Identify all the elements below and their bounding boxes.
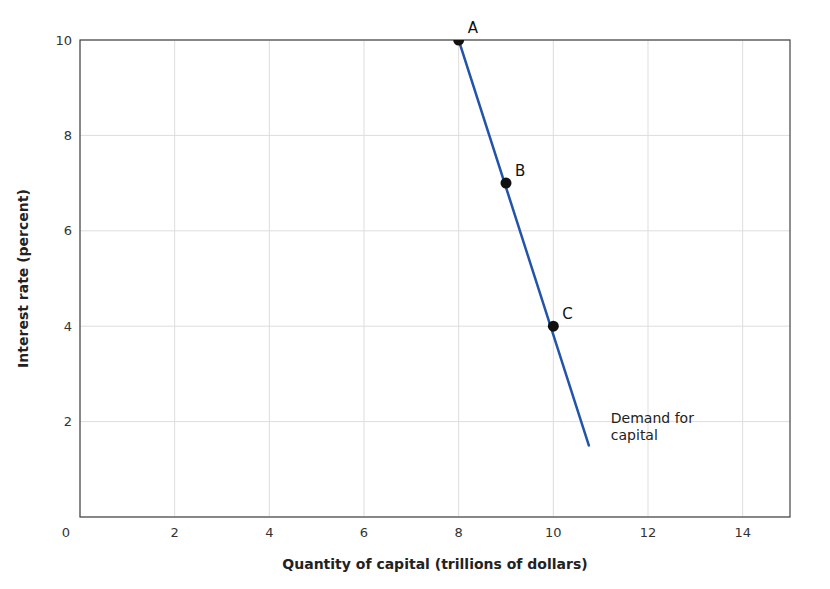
- x-tick-label: 4: [265, 525, 273, 540]
- y-tick-labels: 2 4 6 8 10: [55, 33, 72, 430]
- chart: 0 2 4 6 8 10 12 14 2 4 6 8 10 Quantity of capital (tr…: [0, 0, 830, 589]
- x-grid-line: [364, 40, 365, 517]
- point: [501, 178, 512, 189]
- y-tick-label: 2: [64, 414, 72, 429]
- x-tick-label: 14: [734, 525, 751, 540]
- x-grid-line: [648, 40, 649, 517]
- x-grid-line: [269, 40, 270, 517]
- mark-labels: Demand forcapital A B C: [468, 19, 694, 443]
- plot-area: [80, 40, 790, 517]
- x-grid-line: [742, 40, 743, 517]
- y-grid-line: [80, 230, 790, 231]
- point: [453, 40, 464, 46]
- y-grid-line: [80, 326, 790, 327]
- x-grid-line: [553, 40, 554, 517]
- line-label-line: capital: [611, 427, 658, 443]
- y-tick-label: 4: [64, 319, 72, 334]
- x-axis-label: Quantity of capital (trillions of dollar…: [282, 556, 587, 572]
- x-grid-line: [458, 40, 459, 517]
- x-tick-label: 6: [360, 525, 368, 540]
- y-tick-label: 8: [64, 128, 72, 143]
- x-tick-labels: 0 2 4 6 8 10 12 14: [62, 525, 751, 540]
- x-tick-label: 12: [640, 525, 657, 540]
- x-tick-label: 2: [171, 525, 179, 540]
- marks: [453, 40, 589, 445]
- x-tick-label: 8: [455, 525, 463, 540]
- origin-tick-label: 0: [62, 525, 70, 540]
- y-tick-label: 10: [55, 33, 72, 48]
- demand-line: [459, 40, 589, 445]
- x-grid-line: [174, 40, 175, 517]
- point-label: A: [468, 19, 479, 37]
- y-axis-label: Interest rate (percent): [15, 189, 31, 368]
- x-tick-label: 10: [545, 525, 562, 540]
- line-label-line: Demand for: [611, 410, 694, 426]
- plot-frame: [80, 40, 790, 517]
- line-label: Demand forcapital: [611, 410, 694, 443]
- point-label: B: [515, 162, 525, 180]
- y-tick-label: 6: [64, 223, 72, 238]
- point: [548, 321, 559, 332]
- grid: [80, 40, 790, 517]
- y-grid-line: [80, 135, 790, 136]
- point-label: C: [562, 305, 572, 323]
